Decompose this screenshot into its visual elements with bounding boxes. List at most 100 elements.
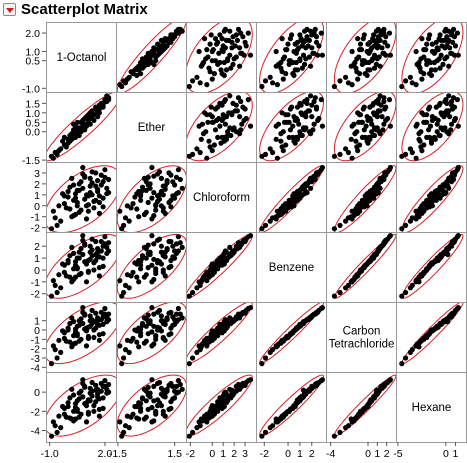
- variable-label: Benzene: [269, 262, 314, 274]
- data-point: [74, 119, 80, 125]
- matrix-cell-6-6: [396, 372, 467, 443]
- data-point: [386, 97, 393, 103]
- data-point: [449, 30, 455, 36]
- data-point: [124, 272, 130, 278]
- x-tick-label: -4: [326, 448, 335, 460]
- x-tick-label: 2.0: [98, 448, 113, 460]
- data-point: [351, 121, 357, 127]
- data-point: [279, 36, 285, 42]
- data-point: [373, 61, 379, 67]
- matrix-cell-2-5: [326, 92, 397, 163]
- data-point: [102, 383, 108, 389]
- data-point: [419, 76, 425, 82]
- data-point: [230, 61, 236, 67]
- data-point: [207, 41, 213, 47]
- data-point: [93, 325, 99, 331]
- data-point: [414, 61, 420, 67]
- data-point: [359, 58, 365, 64]
- data-point: [151, 341, 157, 347]
- data-point: [117, 278, 123, 284]
- data-point: [454, 97, 460, 103]
- data-point: [222, 317, 228, 323]
- data-point: [209, 333, 215, 339]
- data-point: [424, 266, 430, 272]
- data-point: [247, 305, 254, 311]
- data-point: [293, 115, 299, 122]
- data-point: [175, 317, 181, 323]
- data-point: [309, 102, 315, 108]
- data-point: [67, 274, 73, 280]
- data-point: [367, 115, 373, 122]
- data-point: [221, 59, 227, 66]
- data-point: [72, 259, 79, 265]
- data-point: [158, 385, 164, 391]
- data-point: [134, 206, 140, 212]
- data-point: [319, 123, 325, 129]
- data-point: [331, 83, 337, 90]
- y-tick-label: -4: [31, 425, 40, 437]
- data-point: [122, 423, 129, 429]
- data-point: [197, 347, 203, 353]
- data-point: [293, 59, 299, 66]
- data-point: [399, 83, 405, 90]
- data-point: [80, 305, 86, 311]
- data-point: [427, 32, 433, 38]
- data-point: [290, 71, 296, 77]
- density-ellipse: [259, 93, 325, 162]
- data-point: [427, 134, 433, 140]
- data-point: [345, 149, 351, 156]
- data-point: [349, 208, 355, 214]
- data-point: [363, 123, 369, 129]
- data-point: [337, 78, 343, 84]
- data-point: [65, 257, 71, 264]
- data-point: [138, 259, 144, 265]
- outline-toggle-button[interactable]: [3, 3, 16, 16]
- data-point: [427, 71, 433, 77]
- data-point: [318, 97, 324, 103]
- data-point: [385, 43, 391, 49]
- data-point: [300, 52, 307, 58]
- data-point: [117, 343, 123, 349]
- data-point: [168, 331, 174, 337]
- data-point: [222, 248, 228, 254]
- x-tick-label: 2: [231, 448, 237, 460]
- density-ellipse: [259, 23, 325, 92]
- data-point: [87, 175, 93, 181]
- y-tick-label: 1.5: [25, 98, 40, 110]
- data-point: [373, 182, 379, 188]
- data-point: [67, 395, 73, 401]
- data-point: [87, 313, 93, 319]
- data-point: [259, 226, 265, 232]
- data-point: [319, 377, 325, 383]
- data-point: [91, 334, 97, 341]
- data-point: [223, 37, 230, 43]
- data-point: [331, 293, 337, 299]
- data-point: [67, 415, 73, 421]
- data-point: [431, 134, 437, 140]
- data-point: [210, 47, 216, 53]
- data-point: [355, 210, 361, 216]
- data-point: [432, 67, 438, 73]
- data-point: [302, 61, 308, 67]
- data-point: [219, 71, 225, 77]
- data-point: [52, 282, 58, 288]
- data-point: [443, 26, 449, 32]
- data-point: [275, 121, 282, 127]
- data-point: [297, 56, 303, 62]
- data-point: [158, 318, 164, 324]
- data-point: [239, 121, 245, 127]
- data-point: [444, 108, 450, 114]
- data-point: [409, 347, 415, 353]
- data-point: [95, 178, 101, 184]
- data-point: [93, 399, 99, 405]
- data-point: [93, 310, 99, 316]
- data-point: [313, 39, 320, 45]
- data-point: [238, 98, 244, 105]
- data-point: [199, 418, 205, 424]
- data-point: [289, 104, 295, 110]
- data-point: [331, 153, 337, 159]
- data-point: [124, 413, 130, 419]
- data-point: [306, 37, 312, 43]
- density-ellipse: [187, 374, 253, 437]
- data-point: [449, 50, 455, 56]
